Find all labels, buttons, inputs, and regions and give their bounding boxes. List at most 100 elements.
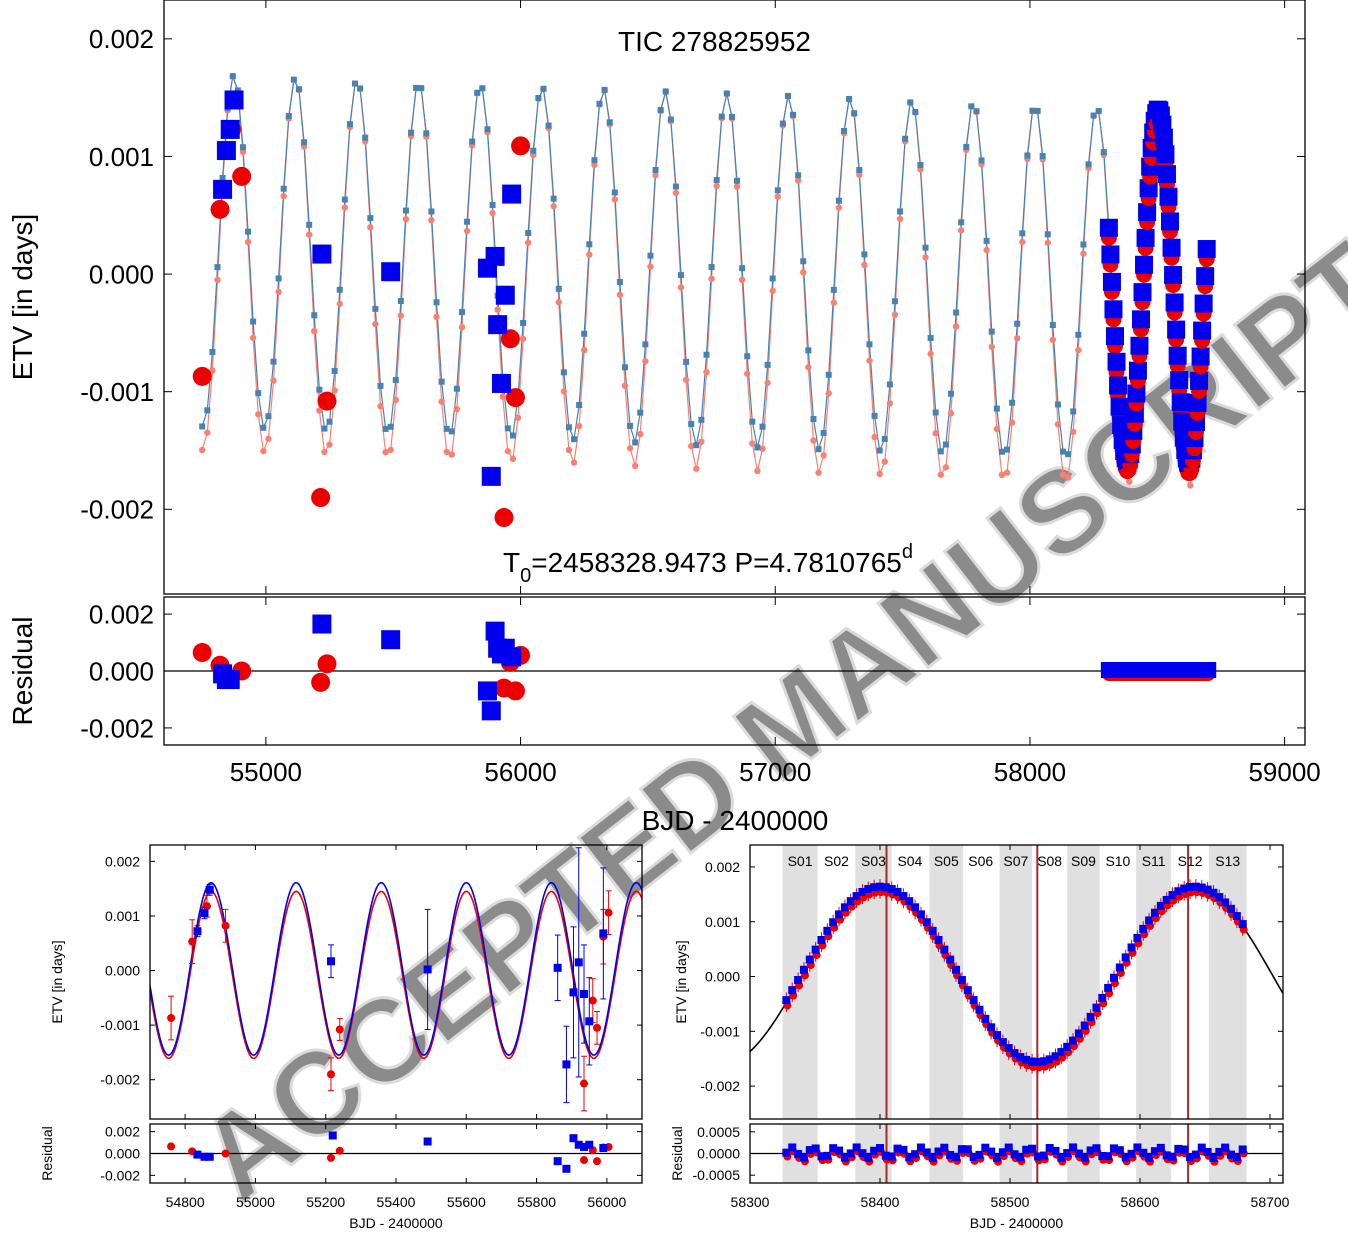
primary-point — [952, 965, 961, 974]
y-tick-label: 0.002 — [89, 24, 154, 54]
x-tick-label: 55400 — [377, 1194, 416, 1210]
model-point-secondary — [504, 447, 512, 455]
sector-label: S11 — [1142, 853, 1166, 869]
primary-point — [1045, 1055, 1054, 1064]
model-point-primary — [290, 76, 297, 83]
data-point — [221, 1149, 230, 1158]
sector-band — [1208, 845, 1247, 1119]
y-tick-label: -0.001 — [80, 377, 154, 407]
model-point-primary — [1054, 401, 1061, 408]
model-point-primary — [759, 423, 766, 430]
tess-point-primary — [1106, 327, 1125, 346]
bottom-left-residual-panel: -0.002 0.000 0.002 54800 55000 55200 55400 5560… — [39, 1123, 643, 1231]
data-point — [210, 199, 230, 219]
model-point-primary — [1029, 107, 1036, 114]
model-point-primary — [443, 425, 450, 432]
model-point-primary — [830, 286, 837, 293]
primary-residual — [887, 1152, 896, 1161]
sector-label: S10 — [1105, 853, 1130, 869]
model-point-primary — [418, 85, 425, 92]
primary-point — [870, 883, 879, 892]
y-tick-label: -0.002 — [100, 1167, 140, 1183]
model-point-secondary — [825, 390, 832, 397]
model-point-secondary — [881, 458, 888, 465]
annotation-sup: d — [902, 541, 913, 563]
data-point — [220, 670, 240, 690]
model-point-secondary — [382, 448, 389, 456]
tess-point-primary — [1161, 212, 1180, 231]
primary-residual — [1215, 1147, 1224, 1156]
data-point — [312, 614, 332, 634]
model-point-secondary — [810, 437, 817, 444]
model-point-primary — [1014, 320, 1021, 327]
sector-band — [1136, 845, 1172, 1119]
model-point-primary — [571, 436, 578, 443]
bottom-right-etv-panel: -0.002 -0.001 0.000 0.001 0.002 ETV [in days]… — [673, 844, 1284, 1120]
model-point-primary — [250, 318, 257, 325]
tess-point-primary — [1102, 272, 1121, 291]
primary-point — [1156, 901, 1165, 910]
data-point — [494, 508, 514, 528]
tess-point-primary — [1099, 218, 1118, 237]
model-point-primary — [341, 196, 348, 203]
x-tick-label: 58600 — [1121, 1194, 1160, 1210]
model-point-primary — [367, 215, 374, 222]
tess-point-primary — [1188, 393, 1207, 412]
model-point-primary — [550, 195, 557, 202]
top-residual-panel: -0.002 0.000 0.002 55000 56000 57000 58000 5900… — [7, 596, 1321, 836]
model-point-primary — [1049, 322, 1056, 329]
model-point-primary — [408, 129, 415, 136]
primary-residual — [1139, 1148, 1148, 1157]
model-point-secondary — [733, 183, 741, 190]
model-point-primary — [810, 416, 817, 423]
model-point-secondary — [703, 368, 710, 376]
data-point — [485, 246, 505, 266]
model-point-secondary — [861, 261, 868, 269]
primary-residual — [1080, 1153, 1089, 1162]
model-point-secondary — [392, 396, 399, 404]
model-point-secondary — [367, 224, 374, 231]
model-point-secondary — [275, 288, 282, 296]
primary-point — [1028, 1057, 1037, 1066]
data-point — [232, 166, 252, 186]
model-point-secondary — [927, 350, 934, 358]
primary-point — [1080, 1021, 1089, 1030]
model-point-primary — [316, 386, 323, 393]
model-point-secondary — [214, 276, 221, 284]
model-point-secondary — [499, 393, 506, 400]
model-point-primary — [886, 381, 893, 388]
primary-point — [823, 926, 832, 935]
y-tick-label: 0.000 — [89, 656, 154, 686]
data-point — [205, 1152, 214, 1161]
model-point-secondary — [611, 196, 618, 203]
model-point-primary — [611, 189, 618, 196]
primary-point — [1215, 893, 1224, 902]
model-point-primary — [560, 369, 567, 376]
primary-residual — [1191, 1150, 1200, 1159]
primary-residual — [1180, 1145, 1189, 1154]
data-point — [585, 1140, 594, 1149]
primary-residual — [1127, 1149, 1136, 1158]
primary-residual — [1004, 1143, 1013, 1152]
model-point-secondary — [631, 462, 639, 470]
primary-residual — [952, 1152, 961, 1161]
model-point-primary — [397, 297, 404, 304]
model-point-secondary — [835, 204, 843, 211]
sector-label: S02 — [824, 853, 849, 869]
model-point-secondary — [672, 189, 680, 197]
sector-label: S07 — [1003, 853, 1028, 869]
primary-residual — [835, 1146, 844, 1155]
model-point-secondary — [372, 320, 379, 328]
y-axis-label: Residual — [7, 617, 38, 726]
model-point-primary — [932, 409, 939, 416]
plot-frame — [749, 844, 1284, 1120]
primary-point — [905, 897, 914, 906]
primary-point — [1098, 993, 1107, 1002]
model-point-primary — [321, 425, 328, 432]
data-point — [328, 1131, 337, 1140]
y-tick-label: 0.000 — [105, 1146, 140, 1162]
model-point-secondary — [891, 311, 899, 318]
primary-residual — [840, 1153, 849, 1162]
y-tick-label: 0.000 — [89, 259, 154, 289]
